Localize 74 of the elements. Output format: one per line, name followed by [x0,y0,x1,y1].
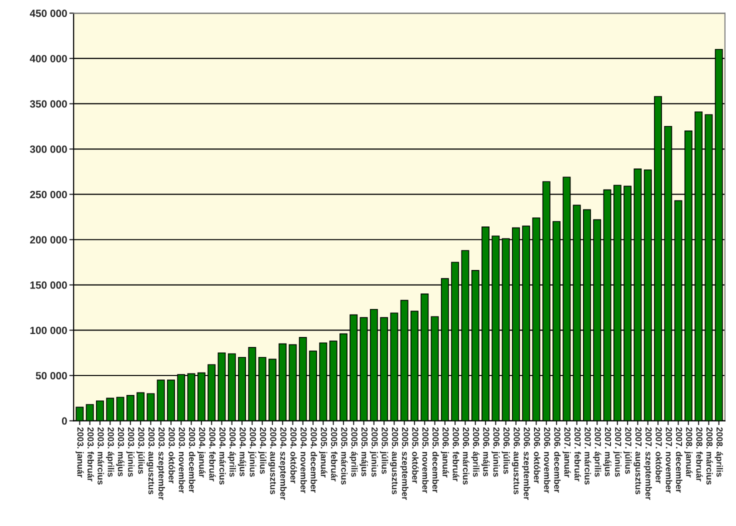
x-tick-label: 2004. július [258,427,266,474]
x-tick-label: 2003. szeptember [156,427,165,500]
x-tick-label: 2006. február [452,427,460,482]
x-tick-label: 2007. március [584,427,592,485]
y-tick-label: 300 000 [30,146,67,153]
x-tick-label: 2005. szeptember [400,427,408,500]
x-tick-label: 2005. november [422,427,429,494]
y-tick-label: 400 000 [30,54,67,62]
x-tick-label: 2005. március [341,427,348,485]
x-tick-label: 2007. szeptember [644,427,652,500]
x-tick-label: 2003. augusztus [146,427,155,494]
y-tick-label: 0 [62,417,67,425]
x-tick-label: 2003. február [87,427,94,482]
x-tick-label: 2007. október [656,427,662,484]
x-tick-label: 2008. január [684,427,693,478]
x-tick-label: 2005. augusztus [390,427,398,494]
y-tick-label: 150 000 [30,281,67,289]
x-tick-label: 2005. február [330,427,338,482]
y-tick-label: 100 000 [30,326,67,334]
x-tick-label: 2003. június [126,427,135,477]
x-tick-label: 2004. szeptember [278,427,287,500]
x-tick-label: 2007. január [562,427,571,478]
x-tick-label: 2005. december [432,427,439,493]
x-tick-label: 2006. október [534,427,540,484]
x-tick-label: 2005. október [412,427,419,484]
x-tick-label: 2004. március [219,427,226,485]
x-tick-label: 2003. május [116,427,124,476]
x-tick-label: 2004. augusztus [268,427,276,494]
x-tick-label: 2006. június [492,427,500,477]
x-tick-label: 2007. december [676,427,682,493]
x-tick-label: 2004. január [197,427,206,478]
x-tick-label: 2005. július [380,427,388,474]
x-tick-label: 2004. április [228,427,236,477]
y-tick-label: 450 000 [30,10,67,18]
x-tick-label: 2005. április [350,427,358,477]
x-tick-label: 2003. március [98,427,104,485]
y-tick-label: 350 000 [30,100,67,108]
x-tick-label: 2004. október [290,427,297,484]
x-tick-label: 2003. január [76,427,84,478]
x-tick-label: 2006. január [440,427,450,478]
x-tick-label: 2008. március [706,427,713,485]
x-tick-label: 2005. május [360,427,368,476]
x-tick-label: 2005. június [370,427,378,477]
x-tick-label: 2006. március [462,427,470,485]
x-tick-label: 2008. április [714,427,723,477]
x-tick-label: 2003. július [136,427,145,474]
x-tick-label: 2007. február [574,427,581,482]
x-tick-label: 2004. június [248,427,256,477]
x-tick-label: 2003. október [168,427,176,484]
x-tick-label: 2004. május [238,427,246,476]
x-tick-label: 2003. december [188,427,196,493]
x-tick-label: 2003. április [106,427,114,477]
x-tick-label: 2007. augusztus [634,427,642,494]
y-tick-label: 50 000 [36,372,67,380]
x-tick-label: 2004. február [209,427,216,482]
x-tick-label: 2006. szeptember [522,427,530,500]
y-tick-label: 250 000 [30,190,67,198]
x-tick-label: 2004. november [300,427,307,494]
x-tick-label: 2003. november [178,427,186,494]
x-tick-label: 2007. június [613,427,622,477]
x-tick-label: 2005. január [319,427,328,478]
y-tick-label: 200 000 [30,236,67,244]
x-tick-label: 2006. július [502,427,510,474]
x-tick-label: 2004. december [310,427,318,493]
x-tick-label: 2007. július [623,427,632,474]
x-tick-label: 2007. május [603,427,612,476]
x-tick-label: 2006. november [544,427,550,494]
x-tick-label: 2006. április [471,427,480,477]
x-tick-label: 2006. december [554,427,561,493]
x-tick-label: 2006. május [481,427,490,476]
x-tick-label: 2006. augusztus [512,427,520,494]
x-tick-label: 2007. november [666,427,672,494]
x-tick-label: 2008. február [696,427,703,482]
x-tick-label: 2007. április [593,427,602,477]
